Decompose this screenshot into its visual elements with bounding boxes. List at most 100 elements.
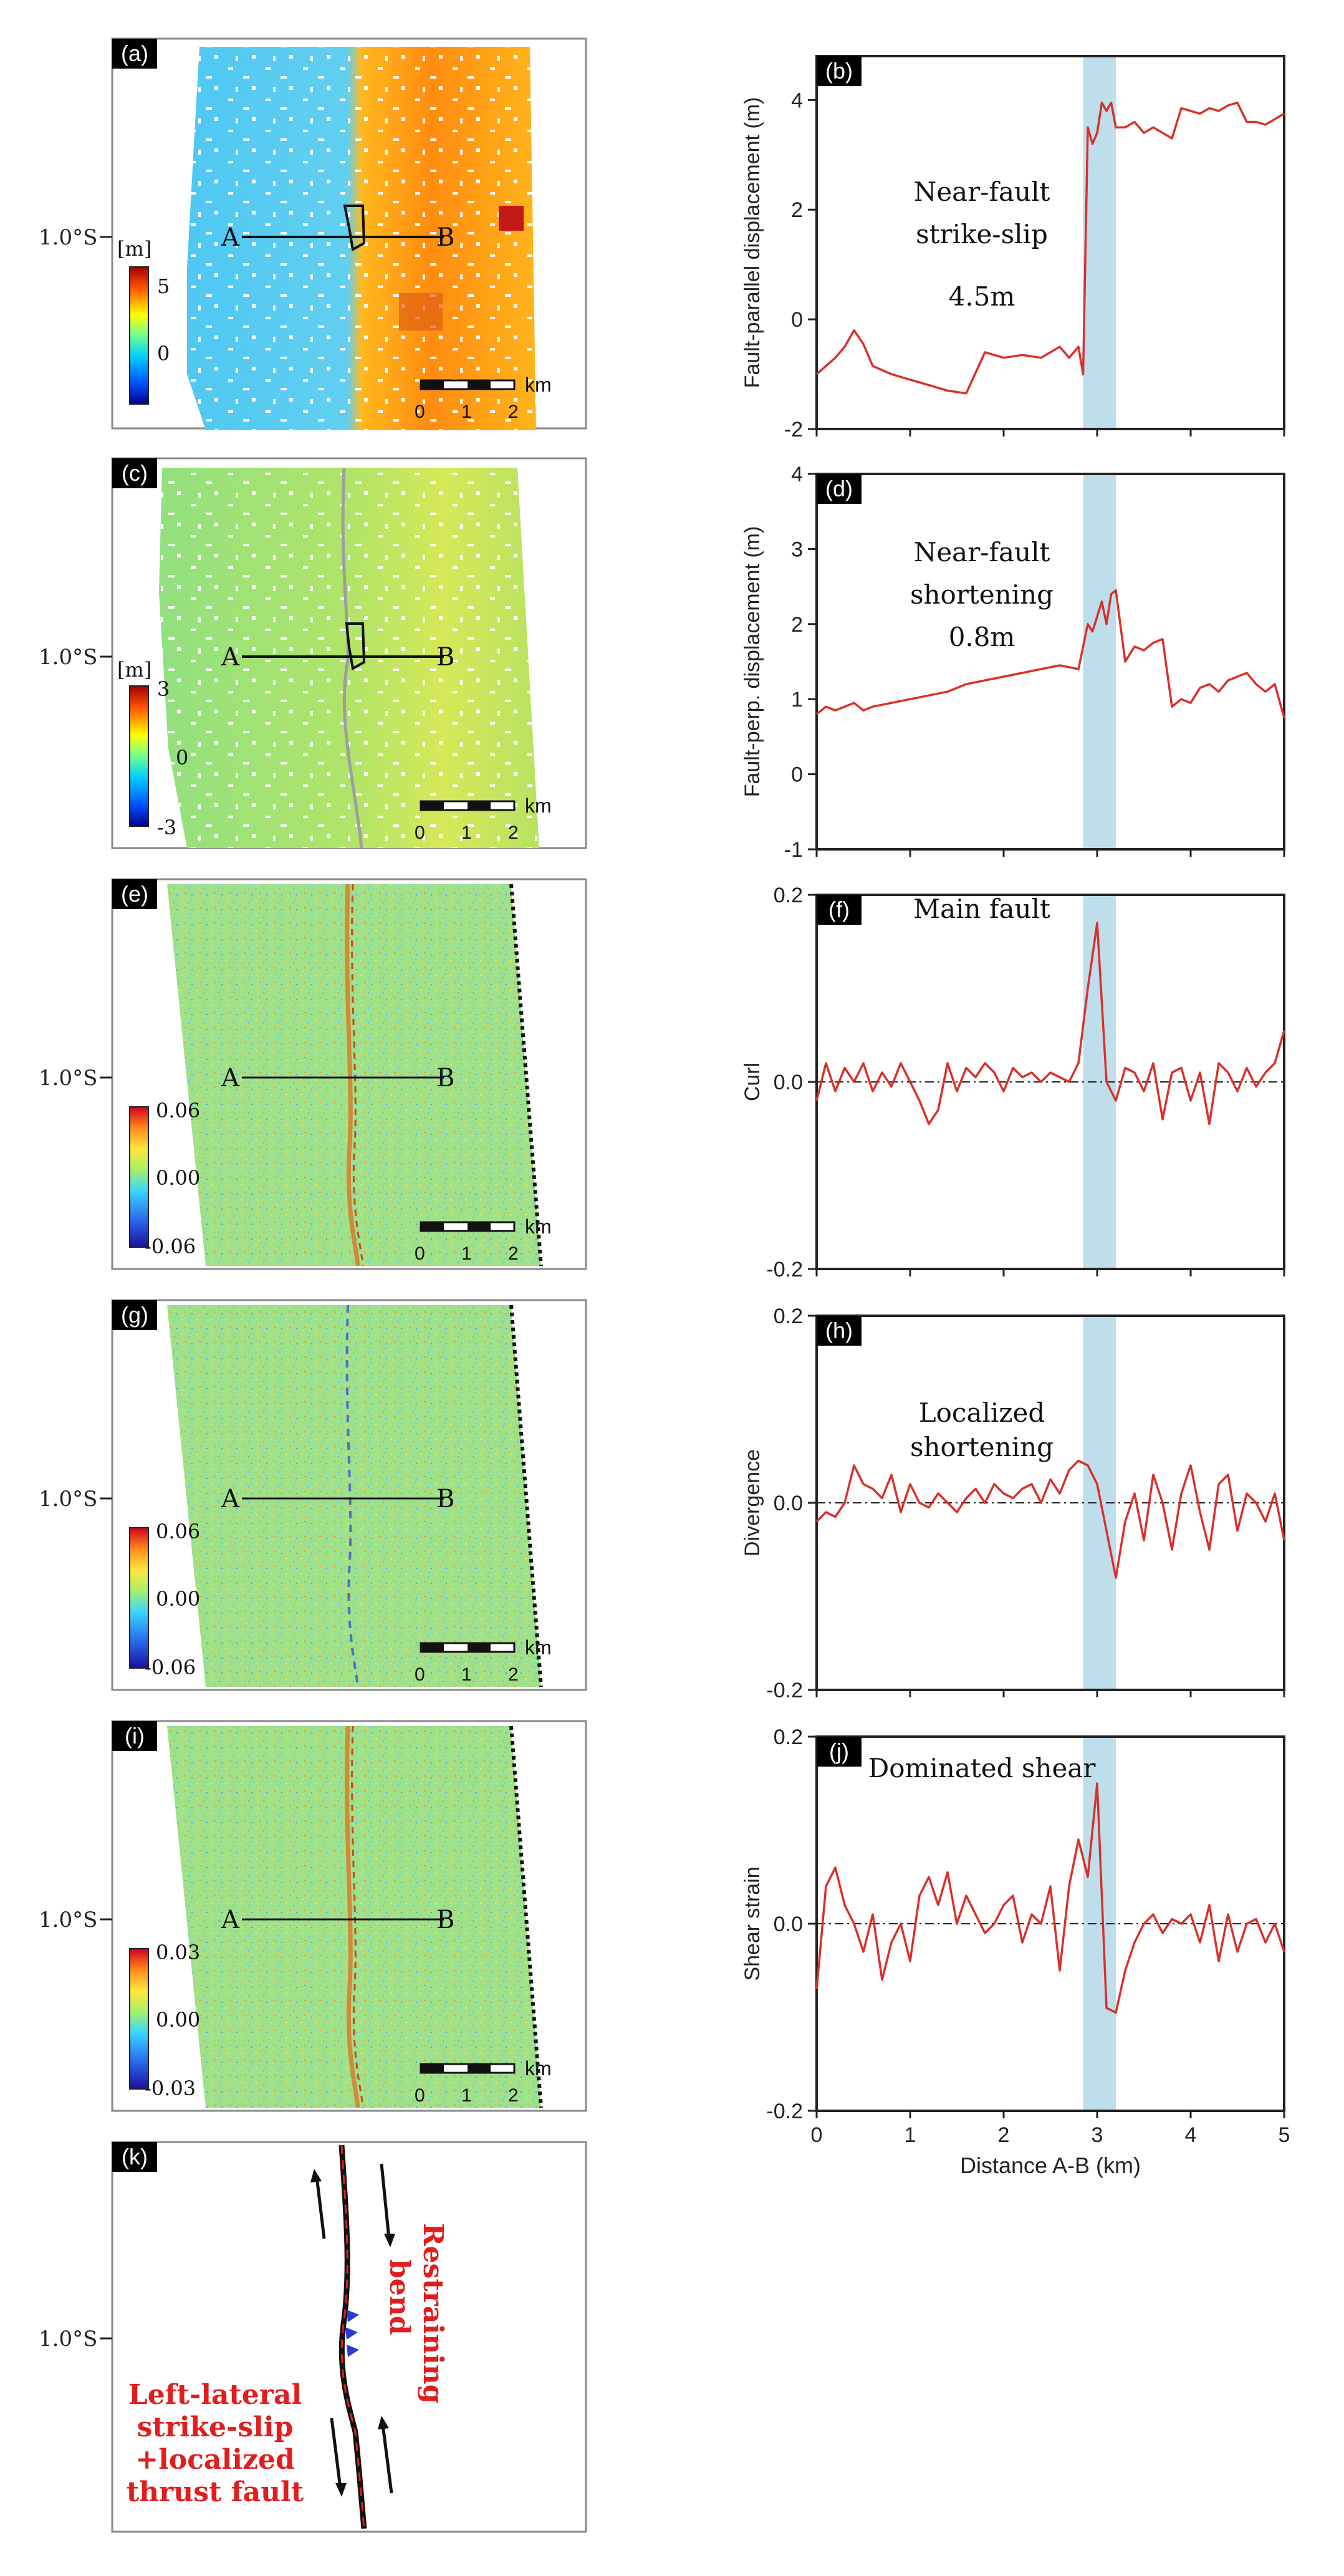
colorbar-tick-c-top: 3 [157, 677, 170, 701]
profile-start-a: A [221, 223, 240, 252]
data-line-f [815, 922, 1285, 1126]
chart-frame-d [815, 473, 1285, 851]
scale-bar-a: km 0 1 2 [415, 374, 552, 422]
annotation-d-0: Near-fault [914, 537, 1050, 567]
panel-label-g-bg [112, 1300, 157, 1330]
panel-label-k: (k) [122, 2144, 148, 2169]
profile-start-c: A [221, 643, 240, 672]
colorbar-a [129, 266, 149, 405]
scale-tick-e-0: 0 [415, 1243, 425, 1264]
ytick-label-h-2: 0.2 [774, 1305, 803, 1328]
ytick-label-j-0: -0.2 [766, 2100, 803, 2123]
annotation-b-0: Near-fault [914, 176, 1050, 207]
ytick-label-f-1: 0.0 [774, 1071, 803, 1094]
fault-type-label: Left-lateral strike-slip +localized thru… [127, 2379, 304, 2508]
scale-tick-g-0: 0 [415, 1664, 425, 1685]
chart-frame-h [815, 1315, 1285, 1691]
panel-label-h: (h) [825, 1318, 853, 1343]
panel-label-a-bg [112, 39, 157, 69]
map-panel-e: (e) 1.0°S A B 0.06 0.00 -0.06 km 0 1 2 [39, 878, 587, 1270]
fault-label-line3: +localized [135, 2444, 294, 2476]
panel-label-j-bg [817, 1737, 862, 1767]
colorbar-tick-g-bot: -0.06 [145, 1656, 196, 1679]
panel-label-j: (j) [829, 1739, 849, 1764]
scale-tick-c-2: 2 [508, 822, 519, 843]
xtick-label-1: 1 [905, 2123, 916, 2147]
fault-label-line4: thrust fault [127, 2476, 304, 2508]
panel-label-d-bg [817, 474, 862, 504]
colorbar-tick-g-top: 0.06 [156, 1520, 200, 1543]
map-panel-g: (g) 1.0°S A B 0.06 0.00 -0.06 km 0 1 2 [39, 1299, 587, 1691]
fault-label-line2: strike-slip [137, 2411, 294, 2443]
annotation-h-1: shortening [910, 1432, 1054, 1462]
slip-arrow-left-down-bottom [330, 2418, 347, 2497]
chart-f: -0.2 0.0 0.2 Curl (f) Main fault [741, 884, 1285, 1281]
slip-arrow-right-up-bottom [378, 2416, 393, 2494]
lat-label-c: 1.0°S [39, 645, 97, 670]
map-panel-i: (i) 1.0°S A B 0.03 0.00 -0.03 km 0 1 2 [39, 1720, 587, 2112]
lat-label-i: 1.0°S [39, 1908, 97, 1932]
colorbar-tick-c-mid: 0 [176, 746, 188, 769]
colorbar-tick-a-top: 5 [157, 274, 170, 298]
xtick-label-0: 0 [811, 2123, 823, 2147]
bend-label-line1: Restraining [417, 2223, 449, 2404]
colorbar-unit-c: [m] [117, 658, 151, 682]
ytick-label-f-2: 0.2 [774, 884, 803, 907]
panel-label-a: (a) [121, 41, 148, 66]
profile-start-i: A [221, 1906, 240, 1934]
lat-label-g: 1.0°S [39, 1487, 97, 1512]
ytick-label-d-4: 3 [791, 538, 803, 561]
ylabel-h: Divergence [741, 1449, 764, 1556]
colorbar-i [129, 1948, 149, 2090]
data-line-b [815, 102, 1285, 395]
ylabel-d: Fault-perp. displacement (m) [741, 526, 764, 798]
ytick-label-b-1: 0 [791, 308, 803, 332]
scale-bar-c: km 0 1 2 [415, 794, 552, 843]
panel-label-b-bg [817, 56, 862, 86]
scale-tick-i-2: 2 [508, 2085, 519, 2106]
lat-label-k: 1.0°S [39, 2327, 97, 2352]
scale-tick-e-1: 1 [461, 1243, 472, 1264]
annotation-d-2: 0.8m [949, 622, 1015, 652]
scale-tick-a-0: 0 [415, 402, 425, 422]
scale-unit-a: km [525, 374, 552, 396]
colorbar-tick-i-bot: -0.03 [145, 2077, 196, 2100]
panel-label-i-bg [112, 1721, 157, 1751]
scale-unit-i: km [525, 2057, 552, 2080]
profile-start-e: A [221, 1064, 240, 1093]
panel-label-e-bg [112, 879, 157, 909]
xtick-label-2: 2 [998, 2123, 1010, 2147]
annotation-j-0: Dominated shear [868, 1753, 1097, 1783]
panel-label-d: (d) [825, 476, 853, 501]
chart-frame-j [815, 1735, 1285, 2112]
slip-arrow-right-down-top [380, 2163, 395, 2247]
ylabel-f: Curl [741, 1063, 764, 1101]
colorbar-tick-e-top: 0.06 [156, 1099, 200, 1122]
chart-j: -0.2 0.0 0.2 Shear strain (j) Dominated shear [741, 1725, 1285, 2123]
colorbar-tick-e-mid: 0.00 [156, 1166, 200, 1190]
annotation-b-2: 4.5m [949, 281, 1015, 312]
scale-unit-e: km [525, 1215, 552, 1238]
scale-tick-g-1: 1 [461, 1664, 472, 1685]
colorbar-tick-e-bot: -0.06 [145, 1235, 196, 1258]
profile-end-c: B [436, 643, 454, 672]
profile-start-g: A [221, 1485, 240, 1513]
panel-label-k-bg [112, 2142, 157, 2172]
colorbar-tick-i-mid: 0.00 [156, 2008, 200, 2032]
colorbar-c [129, 685, 149, 827]
scale-tick-a-2: 2 [508, 402, 519, 422]
slip-arrow-up-left-top [310, 2169, 326, 2239]
ytick-label-b-0: -2 [784, 418, 803, 441]
annotation-b-1: strike-slip [916, 219, 1048, 249]
ytick-label-d-0: -1 [784, 838, 803, 862]
data-line-j [815, 1782, 1285, 2014]
colorbar-g [129, 1527, 149, 1669]
colorbar-e [129, 1106, 149, 1248]
colorbar-tick-g-mid: 0.00 [156, 1587, 200, 1611]
chart-h: -0.2 0.0 0.2 Divergence (h) Localized shorteni… [741, 1305, 1285, 1702]
ytick-label-d-5: 4 [791, 463, 803, 486]
ytick-label-d-3: 2 [791, 613, 803, 637]
panel-label-b: (b) [825, 58, 853, 84]
annotation-d-1: shortening [910, 579, 1054, 610]
lat-label-e: 1.0°S [39, 1066, 97, 1091]
